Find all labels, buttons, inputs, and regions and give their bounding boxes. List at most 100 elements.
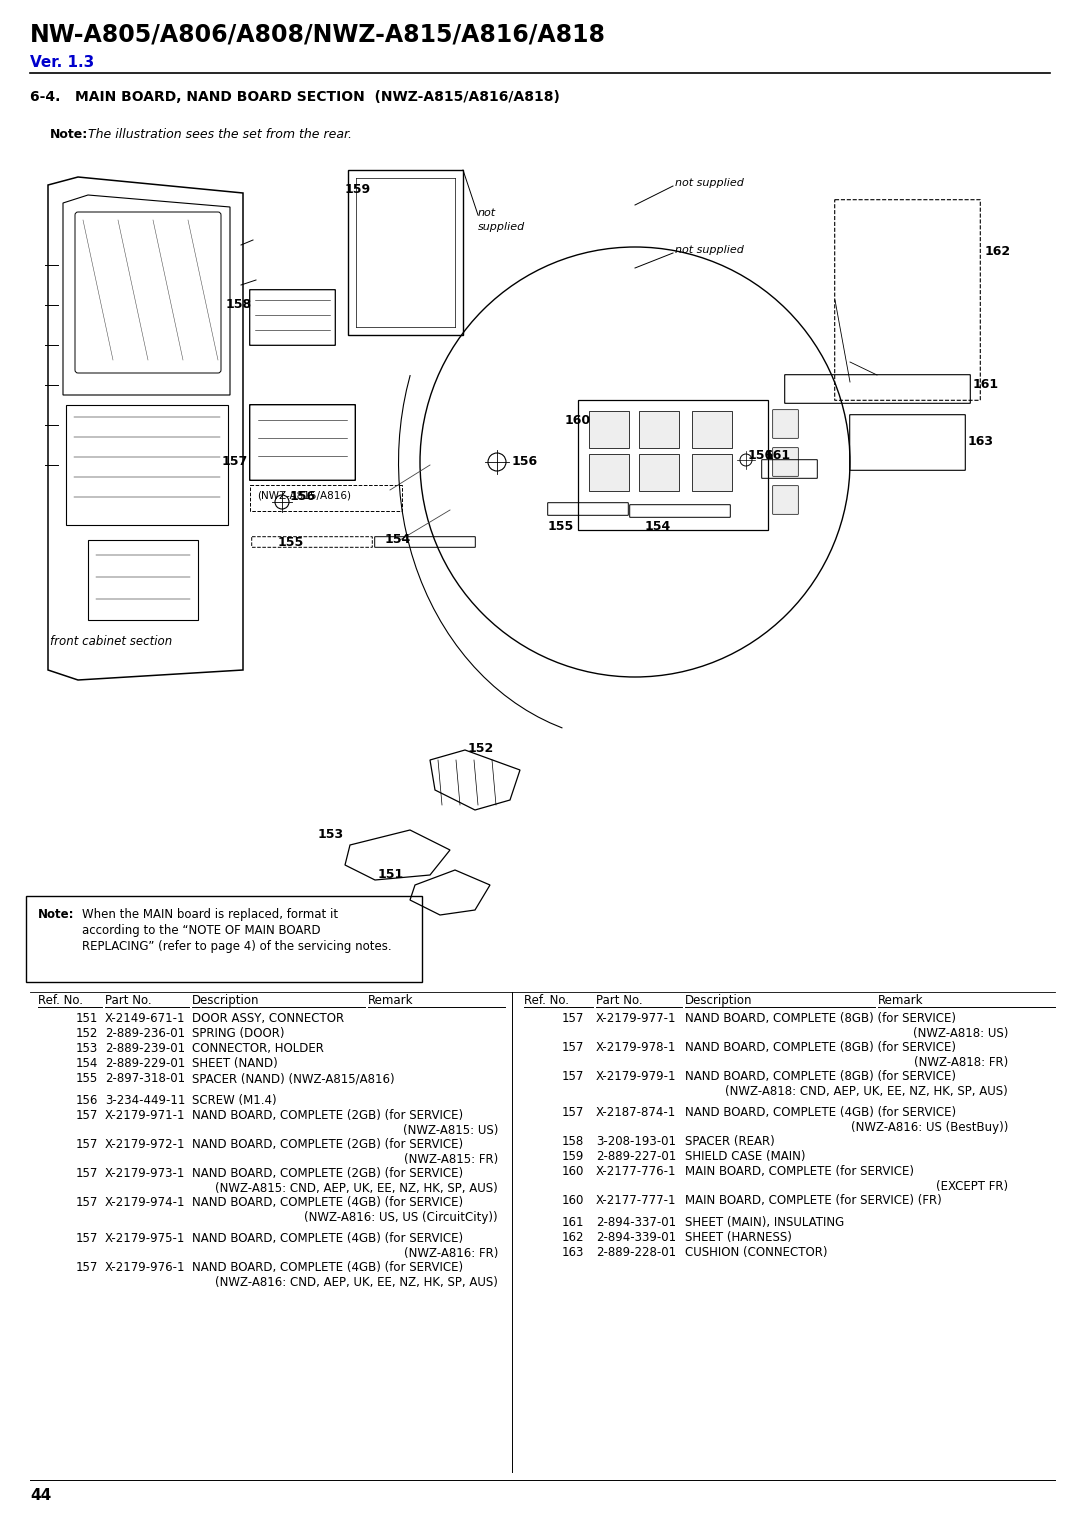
Text: 156: 156 — [291, 490, 316, 503]
Text: 44: 44 — [30, 1488, 51, 1504]
Text: 156: 156 — [748, 449, 774, 461]
Text: 154: 154 — [645, 520, 672, 533]
Text: REPLACING” (refer to page 4) of the servicing notes.: REPLACING” (refer to page 4) of the serv… — [82, 940, 392, 953]
Text: (NWZ-A816: CND, AEP, UK, EE, NZ, HK, SP, AUS): (NWZ-A816: CND, AEP, UK, EE, NZ, HK, SP,… — [215, 1276, 498, 1290]
Text: 158: 158 — [562, 1135, 584, 1148]
Text: NAND BOARD, COMPLETE (2GB) (for SERVICE): NAND BOARD, COMPLETE (2GB) (for SERVICE) — [192, 1138, 463, 1151]
Text: Part No.: Part No. — [596, 995, 643, 1007]
Text: 157: 157 — [562, 1041, 584, 1054]
Text: 158: 158 — [226, 298, 252, 312]
Text: (NWZ-A815: CND, AEP, UK, EE, NZ, HK, SP, AUS): (NWZ-A815: CND, AEP, UK, EE, NZ, HK, SP,… — [215, 1183, 498, 1195]
Text: 153: 153 — [76, 1042, 98, 1054]
Text: NAND BOARD, COMPLETE (4GB) (for SERVICE): NAND BOARD, COMPLETE (4GB) (for SERVICE) — [192, 1261, 463, 1274]
Text: 154: 154 — [76, 1057, 98, 1070]
Text: NAND BOARD, COMPLETE (4GB) (for SERVICE): NAND BOARD, COMPLETE (4GB) (for SERVICE) — [192, 1196, 463, 1209]
Text: 157: 157 — [76, 1167, 98, 1180]
Text: NAND BOARD, COMPLETE (2GB) (for SERVICE): NAND BOARD, COMPLETE (2GB) (for SERVICE) — [192, 1167, 463, 1180]
Text: 157: 157 — [76, 1232, 98, 1245]
Text: (EXCEPT FR): (EXCEPT FR) — [936, 1180, 1008, 1193]
Text: SHEET (HARNESS): SHEET (HARNESS) — [685, 1232, 792, 1244]
Text: Part No.: Part No. — [105, 995, 151, 1007]
Text: 157: 157 — [76, 1138, 98, 1151]
Text: 159: 159 — [345, 183, 372, 196]
Text: Ver. 1.3: Ver. 1.3 — [30, 55, 94, 70]
Text: 161: 161 — [973, 377, 999, 391]
Text: 151: 151 — [76, 1012, 98, 1025]
Text: 157: 157 — [76, 1196, 98, 1209]
Text: Ref. No.: Ref. No. — [524, 995, 569, 1007]
Text: 163: 163 — [562, 1245, 584, 1259]
Text: 154: 154 — [384, 533, 411, 545]
Text: 159: 159 — [562, 1151, 584, 1163]
Text: Note:: Note: — [50, 128, 89, 141]
Text: 152: 152 — [468, 743, 495, 755]
Text: SPRING (DOOR): SPRING (DOOR) — [192, 1027, 284, 1041]
Text: X-2179-977-1: X-2179-977-1 — [596, 1012, 676, 1025]
Text: CONNECTOR, HOLDER: CONNECTOR, HOLDER — [192, 1042, 324, 1054]
Text: Remark: Remark — [368, 995, 414, 1007]
Text: 161: 161 — [562, 1216, 584, 1229]
Text: 155: 155 — [278, 536, 305, 549]
Text: 155: 155 — [548, 520, 575, 533]
Text: 157: 157 — [76, 1261, 98, 1274]
Text: SPACER (NAND) (NWZ-A815/A816): SPACER (NAND) (NWZ-A815/A816) — [192, 1073, 394, 1085]
Text: NAND BOARD, COMPLETE (8GB) (for SERVICE): NAND BOARD, COMPLETE (8GB) (for SERVICE) — [685, 1070, 956, 1083]
Text: Ref. No.: Ref. No. — [38, 995, 83, 1007]
FancyBboxPatch shape — [589, 454, 629, 490]
Text: (NWZ-A815: FR): (NWZ-A815: FR) — [404, 1154, 498, 1166]
Text: NAND BOARD, COMPLETE (4GB) (for SERVICE): NAND BOARD, COMPLETE (4GB) (for SERVICE) — [192, 1232, 463, 1245]
Text: SHEET (MAIN), INSULATING: SHEET (MAIN), INSULATING — [685, 1216, 845, 1229]
Text: (NWZ-A815: US): (NWZ-A815: US) — [403, 1125, 498, 1137]
Text: X-2179-972-1: X-2179-972-1 — [105, 1138, 186, 1151]
Text: not supplied: not supplied — [675, 177, 744, 188]
Text: 2-889-228-01: 2-889-228-01 — [596, 1245, 676, 1259]
Text: NAND BOARD, COMPLETE (8GB) (for SERVICE): NAND BOARD, COMPLETE (8GB) (for SERVICE) — [685, 1012, 956, 1025]
Text: X-2179-974-1: X-2179-974-1 — [105, 1196, 186, 1209]
Text: not supplied: not supplied — [675, 244, 744, 255]
Text: 161: 161 — [765, 449, 792, 461]
Text: X-2177-776-1: X-2177-776-1 — [596, 1164, 676, 1178]
FancyBboxPatch shape — [772, 448, 798, 477]
Text: SCREW (M1.4): SCREW (M1.4) — [192, 1094, 276, 1106]
Text: X-2179-979-1: X-2179-979-1 — [596, 1070, 676, 1083]
Text: X-2179-973-1: X-2179-973-1 — [105, 1167, 186, 1180]
Text: Description: Description — [192, 995, 259, 1007]
Text: NAND BOARD, COMPLETE (2GB) (for SERVICE): NAND BOARD, COMPLETE (2GB) (for SERVICE) — [192, 1109, 463, 1122]
Text: 155: 155 — [76, 1073, 98, 1085]
Text: MAIN BOARD, COMPLETE (for SERVICE) (FR): MAIN BOARD, COMPLETE (for SERVICE) (FR) — [685, 1193, 942, 1207]
Text: DOOR ASSY, CONNECTOR: DOOR ASSY, CONNECTOR — [192, 1012, 345, 1025]
Text: NAND BOARD, COMPLETE (4GB) (for SERVICE): NAND BOARD, COMPLETE (4GB) (for SERVICE) — [685, 1106, 956, 1118]
Text: 2-889-239-01: 2-889-239-01 — [105, 1042, 185, 1054]
Text: X-2179-971-1: X-2179-971-1 — [105, 1109, 186, 1122]
Text: 156: 156 — [512, 455, 538, 468]
FancyBboxPatch shape — [692, 411, 732, 448]
Text: X-2149-671-1: X-2149-671-1 — [105, 1012, 186, 1025]
Text: MAIN BOARD, COMPLETE (for SERVICE): MAIN BOARD, COMPLETE (for SERVICE) — [685, 1164, 914, 1178]
FancyBboxPatch shape — [639, 411, 679, 448]
Text: SPACER (REAR): SPACER (REAR) — [685, 1135, 774, 1148]
Text: Remark: Remark — [878, 995, 923, 1007]
Text: SHEET (NAND): SHEET (NAND) — [192, 1057, 278, 1070]
Text: 3-234-449-11: 3-234-449-11 — [105, 1094, 186, 1106]
Text: (NWZ-A818: US): (NWZ-A818: US) — [913, 1027, 1008, 1041]
Text: (NWZ-A816: FR): (NWZ-A816: FR) — [404, 1247, 498, 1261]
FancyBboxPatch shape — [589, 411, 629, 448]
Text: (NWZ-A818: CND, AEP, UK, EE, NZ, HK, SP, AUS): (NWZ-A818: CND, AEP, UK, EE, NZ, HK, SP,… — [726, 1085, 1008, 1099]
FancyBboxPatch shape — [639, 454, 679, 490]
Text: 160: 160 — [562, 1193, 584, 1207]
Text: 157: 157 — [76, 1109, 98, 1122]
Text: (NWZ-A816: US (BestBuy)): (NWZ-A816: US (BestBuy)) — [851, 1122, 1008, 1134]
Text: 2-889-236-01: 2-889-236-01 — [105, 1027, 185, 1041]
Text: Description: Description — [685, 995, 753, 1007]
Text: 160: 160 — [565, 414, 591, 426]
Text: X-2179-976-1: X-2179-976-1 — [105, 1261, 186, 1274]
FancyBboxPatch shape — [692, 454, 732, 490]
Text: Note:: Note: — [38, 908, 75, 921]
Text: X-2177-777-1: X-2177-777-1 — [596, 1193, 676, 1207]
Text: 163: 163 — [968, 435, 994, 448]
Text: 2-894-339-01: 2-894-339-01 — [596, 1232, 676, 1244]
Text: supplied: supplied — [478, 222, 525, 232]
Text: 2-894-337-01: 2-894-337-01 — [596, 1216, 676, 1229]
FancyBboxPatch shape — [772, 486, 798, 515]
Text: 152: 152 — [76, 1027, 98, 1041]
